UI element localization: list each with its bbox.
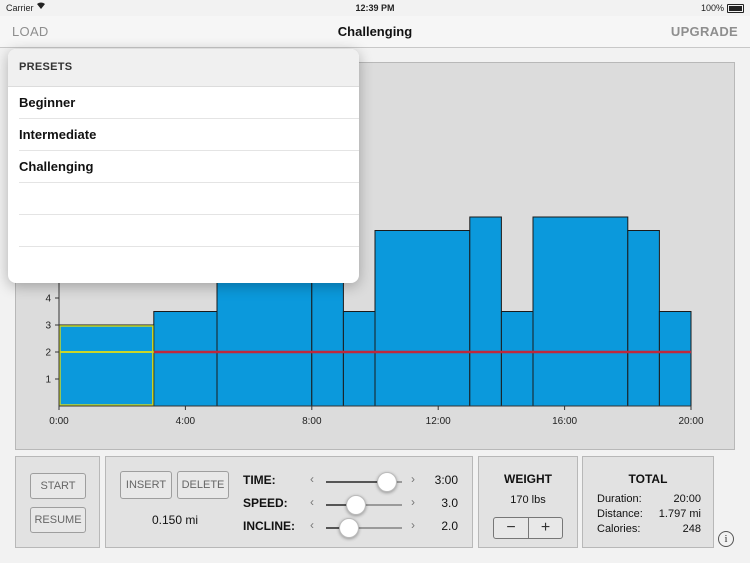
preset-empty-row [19,215,359,247]
incline-slider-thumb[interactable] [338,518,359,538]
status-time: 12:39 PM [355,3,395,13]
speed-increase-icon[interactable]: › [411,495,415,509]
load-button[interactable]: LOAD [12,24,49,39]
segment-distance: 0.150 mi [151,513,199,527]
resume-button[interactable]: RESUME [30,507,86,533]
info-icon[interactable]: i [718,531,734,547]
chart-bar[interactable] [627,230,660,407]
speed-slider-fill [326,504,357,506]
preset-item-challenging[interactable]: Challenging [19,151,359,183]
duration-value: 20:00 [673,493,701,505]
preset-empty-row [19,183,359,215]
insert-button[interactable]: INSERT [120,471,172,499]
incline-slider-fill [326,527,349,529]
incline-slider[interactable] [326,518,402,538]
nav-bar: LOAD Challenging UPGRADE [0,16,750,48]
preset-label: Beginner [19,95,76,110]
weight-value: 170 lbs [510,494,546,506]
time-slider[interactable] [326,472,402,492]
chart-x-tick-label: 16:00 [552,416,577,427]
upgrade-button[interactable]: UPGRADE [670,24,738,39]
chart-x-tick-label: 20:00 [678,416,703,427]
chart-bar[interactable] [311,270,344,407]
speed-value: 3.0 [441,496,458,510]
page-title: Challenging [337,24,413,39]
time-value: 3:00 [434,473,458,487]
chart-bar[interactable] [216,270,313,407]
distance-value: 1.797 mi [658,508,701,520]
preset-item-beginner[interactable]: Beginner [19,87,359,119]
weight-title: WEIGHT [504,472,552,486]
preset-item-intermediate[interactable]: Intermediate [19,119,359,151]
total-box: TOTAL Duration: 20:00 Distance: 1.797 mi… [582,456,714,548]
presets-header-label: PRESETS [19,61,73,73]
weight-box: WEIGHT 170 lbs − + [478,456,578,548]
calories-value: 248 [682,523,701,535]
incline-value: 2.0 [441,519,458,533]
presets-header: PRESETS [8,49,359,87]
total-title: TOTAL [628,472,668,486]
chart-x-tick-label: 8:00 [302,416,322,427]
preset-label: Intermediate [19,127,97,142]
incline-label: INCLINE: [243,519,295,533]
time-label: TIME: [243,473,276,487]
chart-bar[interactable] [658,311,692,407]
speed-slider-thumb[interactable] [346,495,367,515]
playback-box: START RESUME [15,456,100,548]
speed-slider[interactable] [326,495,402,515]
chart-y-tick-label: 3 [45,321,51,332]
time-slider-thumb[interactable] [376,472,397,492]
speed-label: SPEED: [243,496,288,510]
weight-decrease-button[interactable]: − [494,518,529,538]
battery-percent: 100% [700,3,724,13]
calories-label: Calories: [597,523,641,535]
weight-stepper: − + [493,517,563,539]
chart-x-tick-label: 4:00 [176,416,196,427]
wifi-icon [36,1,46,13]
chart-bar[interactable] [532,216,629,407]
weight-increase-button[interactable]: + [540,519,551,536]
distance-label: Distance: [597,508,643,520]
delete-button[interactable]: DELETE [177,471,229,499]
chart-bar[interactable] [374,230,471,407]
time-slider-fill [326,481,387,483]
chart-y-tick-label: 1 [45,375,51,386]
info-icon-glyph: i [724,533,728,545]
chart-bar[interactable] [500,311,534,407]
incline-increase-icon[interactable]: › [411,518,415,532]
presets-popover: PRESETS Beginner Intermediate Challengin… [8,49,359,283]
time-decrease-icon[interactable]: ‹ [310,472,314,486]
chart-selected-outline [59,325,154,406]
incline-decrease-icon[interactable]: ‹ [310,518,314,532]
chart-y-tick-label: 4 [45,294,51,305]
battery-icon [727,4,744,13]
carrier-label: Carrier [6,3,34,13]
chart-bar[interactable] [469,216,502,407]
chart-x-tick-label: 12:00 [426,416,451,427]
status-bar: Carrier 12:39 PM 100% [0,0,750,16]
preset-label: Challenging [19,159,94,174]
preset-empty-row [19,247,359,278]
duration-label: Duration: [597,493,642,505]
chart-x-tick-label: 0:00 [49,416,69,427]
chart-bar[interactable] [58,324,155,407]
chart-y-tick-label: 2 [45,348,51,359]
segment-editor-box: INSERT DELETE 0.150 mi TIME: ‹ › 3:00 SP… [105,456,473,548]
workout-chart[interactable]: 0:00 4:00 8:00 12:00 16:00 20:00 1 2 3 4 [16,63,736,451]
time-increase-icon[interactable]: › [411,472,415,486]
chart-bar[interactable] [342,311,376,407]
start-button[interactable]: START [30,473,86,499]
chart-bar[interactable] [153,311,218,407]
speed-decrease-icon[interactable]: ‹ [310,495,314,509]
